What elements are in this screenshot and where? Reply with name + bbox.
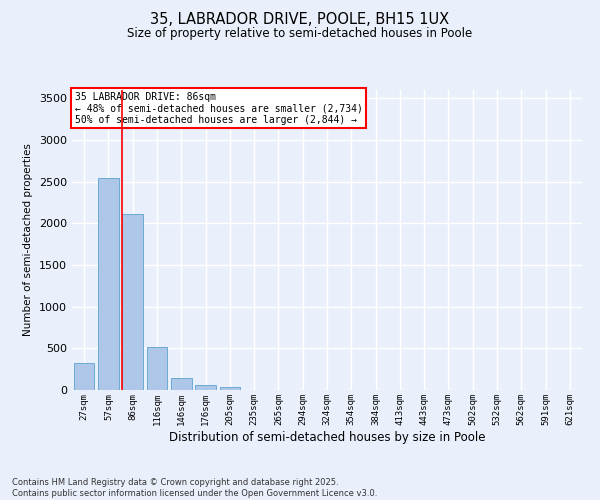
Bar bbox=[122, 214, 143, 390]
Bar bbox=[146, 347, 167, 390]
Bar bbox=[195, 384, 216, 390]
Text: 35 LABRADOR DRIVE: 86sqm
← 48% of semi-detached houses are smaller (2,734)
50% o: 35 LABRADOR DRIVE: 86sqm ← 48% of semi-d… bbox=[74, 92, 362, 124]
X-axis label: Distribution of semi-detached houses by size in Poole: Distribution of semi-detached houses by … bbox=[169, 430, 485, 444]
Y-axis label: Number of semi-detached properties: Number of semi-detached properties bbox=[23, 144, 34, 336]
Bar bbox=[98, 178, 119, 390]
Bar bbox=[74, 362, 94, 390]
Bar bbox=[220, 386, 240, 390]
Text: Contains HM Land Registry data © Crown copyright and database right 2025.
Contai: Contains HM Land Registry data © Crown c… bbox=[12, 478, 377, 498]
Text: Size of property relative to semi-detached houses in Poole: Size of property relative to semi-detach… bbox=[127, 28, 473, 40]
Text: 35, LABRADOR DRIVE, POOLE, BH15 1UX: 35, LABRADOR DRIVE, POOLE, BH15 1UX bbox=[151, 12, 449, 28]
Bar bbox=[171, 378, 191, 390]
